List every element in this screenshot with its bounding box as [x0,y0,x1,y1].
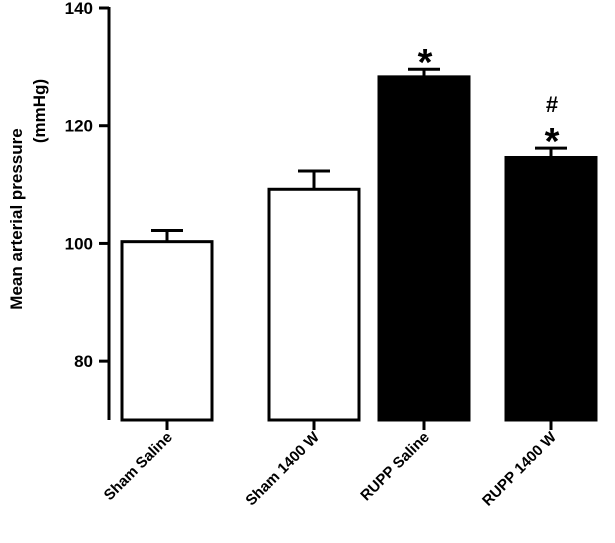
bar-rupp-saline [377,75,471,422]
y-axis-unit-label: (mmHg) [30,79,49,143]
bar-sham-1400-w [267,187,361,422]
x-ticks: Sham Saline Sham 1400 W RUPP Saline RUPP 14… [101,420,560,510]
y-tick-label-120: 120 [65,117,93,136]
bar-sham-saline [120,240,214,422]
y-tick-label-80: 80 [74,352,93,371]
bar-rupp-1400-w [504,155,598,422]
annotation-hash-3: # [546,92,558,117]
annotation-asterisk-2: * [418,42,433,84]
annotation-asterisk-3: * [545,121,560,163]
x-tick-label-rupp-saline: RUPP Saline [357,429,432,504]
x-tick-label-sham-1400-w: Sham 1400 W [242,428,323,509]
chart-marks: * * # [120,42,598,422]
y-ticks: 80 100 120 140 [65,0,109,371]
y-tick-label-140: 140 [65,0,93,18]
x-tick-label-rupp-1400-w: RUPP 1400 W [479,428,560,509]
y-axis-label: Mean arterial pressure [7,128,26,309]
x-tick-label-sham-saline: Sham Saline [101,429,176,504]
y-tick-label-100: 100 [65,234,93,253]
